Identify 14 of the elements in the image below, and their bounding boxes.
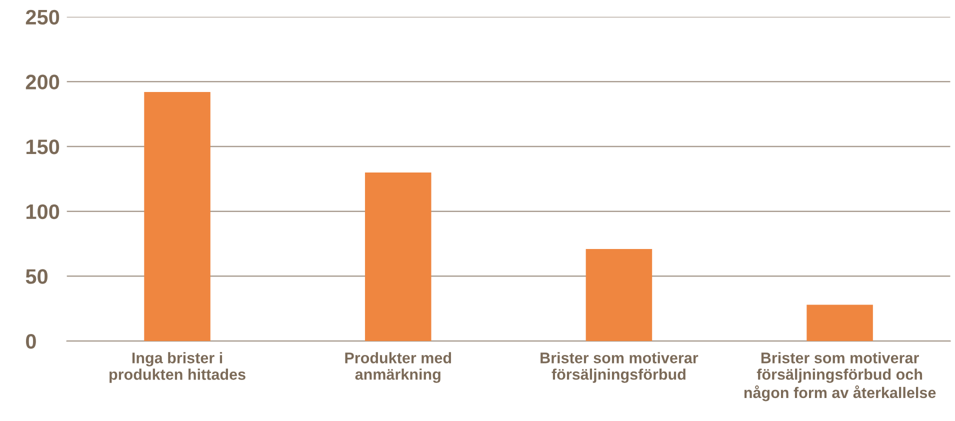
y-tick-label: 100 xyxy=(26,204,60,220)
x-tick-label: Brister som motiverar försäljningsförbud och någon form av återkallelse xyxy=(744,352,936,402)
bar xyxy=(144,92,210,342)
y-tick-label: 250 xyxy=(26,10,60,25)
x-tick-label: Brister som motiverar försäljningsförbud xyxy=(540,352,698,383)
bar xyxy=(806,304,873,342)
y-tick-label: 0 xyxy=(26,334,36,349)
y-tick-label: 200 xyxy=(26,74,60,90)
y-tick-label: 150 xyxy=(26,140,60,154)
x-tick-label: Inga brister i produkten hittades xyxy=(110,352,246,383)
y-tick-label: 50 xyxy=(26,269,48,284)
bar xyxy=(364,172,432,342)
x-tick-label: Produkter med anmärkning xyxy=(345,352,452,383)
bar xyxy=(586,248,652,342)
